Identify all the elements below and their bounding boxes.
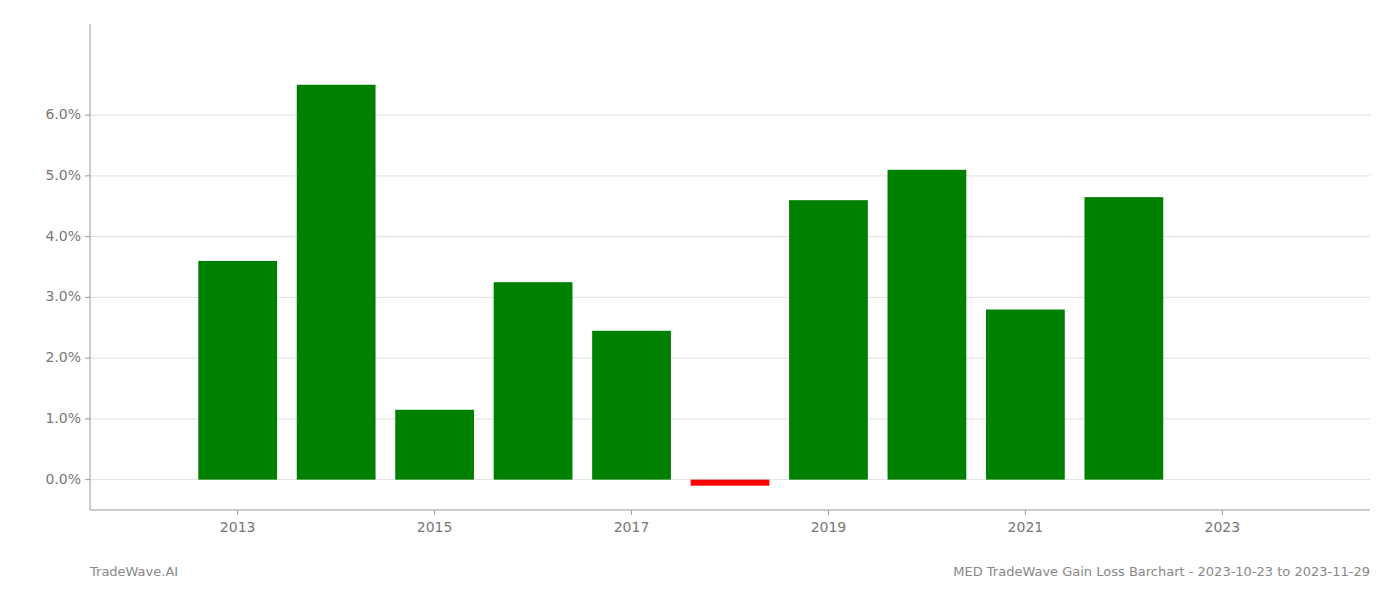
y-tick xyxy=(85,175,90,176)
x-axis-line xyxy=(90,510,1370,511)
grid-line xyxy=(90,418,1370,419)
x-tick xyxy=(434,510,435,515)
bar xyxy=(592,331,671,480)
chart-svg: 0.0% 1.0% 2.0% 3.0% 4.0% 5.0% 6.0% 2013 2015 2017… xyxy=(0,0,1400,600)
y-tick-label: 5.0% xyxy=(45,167,81,183)
bar xyxy=(494,282,573,479)
y-tick-label: 1.0% xyxy=(45,410,81,426)
bar xyxy=(789,200,868,479)
y-tick-label: 6.0% xyxy=(45,106,81,122)
bar xyxy=(691,480,770,486)
x-axis: 2013 2015 2017 2019 2021 2023 xyxy=(90,510,1370,535)
x-tick-label: 2023 xyxy=(1204,519,1240,535)
y-tick-label: 2.0% xyxy=(45,349,81,365)
chart-container: 0.0% 1.0% 2.0% 3.0% 4.0% 5.0% 6.0% 2013 2015 2017… xyxy=(0,0,1400,600)
grid-line xyxy=(90,236,1370,237)
grid-line xyxy=(90,297,1370,298)
y-tick xyxy=(85,297,90,298)
y-axis: 0.0% 1.0% 2.0% 3.0% 4.0% 5.0% 6.0% xyxy=(45,24,90,510)
grid-line xyxy=(90,175,1370,176)
y-tick xyxy=(85,479,90,480)
y-axis-line xyxy=(90,24,91,510)
x-tick-label: 2017 xyxy=(614,519,650,535)
bars xyxy=(198,85,1163,486)
y-tick-label: 3.0% xyxy=(45,288,81,304)
x-tick-label: 2013 xyxy=(220,519,256,535)
grid-line xyxy=(90,358,1370,359)
bar xyxy=(297,85,376,480)
grid xyxy=(90,115,1370,480)
x-tick xyxy=(1222,510,1223,515)
y-tick xyxy=(85,115,90,116)
x-tick-label: 2015 xyxy=(417,519,453,535)
bar xyxy=(198,261,277,480)
bar xyxy=(395,410,474,480)
bar xyxy=(888,170,967,480)
x-tick xyxy=(1025,510,1026,515)
x-tick xyxy=(828,510,829,515)
y-tick xyxy=(85,418,90,419)
grid-line xyxy=(90,115,1370,116)
y-tick-label: 4.0% xyxy=(45,228,81,244)
y-tick xyxy=(85,358,90,359)
x-tick-label: 2019 xyxy=(811,519,847,535)
x-tick-label: 2021 xyxy=(1008,519,1044,535)
y-tick-label: 0.0% xyxy=(45,471,81,487)
chart-title: MED TradeWave Gain Loss Barchart - 2023-… xyxy=(953,564,1370,579)
bar xyxy=(1084,197,1163,479)
x-tick xyxy=(237,510,238,515)
bar xyxy=(986,310,1065,480)
x-tick xyxy=(631,510,632,515)
watermark: TradeWave.AI xyxy=(89,564,178,579)
y-tick xyxy=(85,236,90,237)
